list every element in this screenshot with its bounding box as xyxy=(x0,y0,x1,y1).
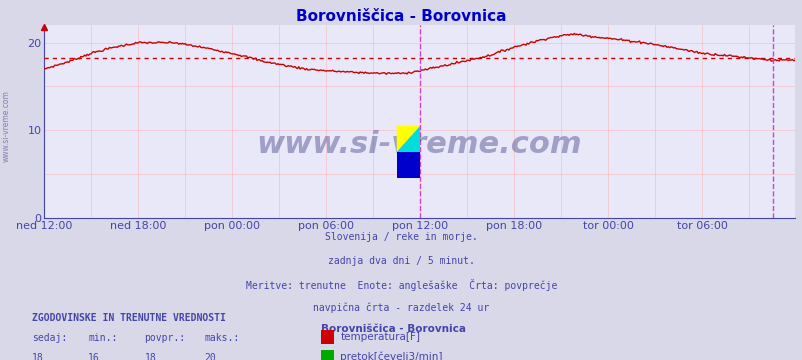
Polygon shape xyxy=(396,126,419,152)
Text: Slovenija / reke in morje.: Slovenija / reke in morje. xyxy=(325,232,477,242)
Text: 16: 16 xyxy=(88,353,100,360)
Text: www.si-vreme.com: www.si-vreme.com xyxy=(257,130,581,159)
Text: ZGODOVINSKE IN TRENUTNE VREDNOSTI: ZGODOVINSKE IN TRENUTNE VREDNOSTI xyxy=(32,313,225,323)
Text: maks.:: maks.: xyxy=(205,333,240,343)
Text: 20: 20 xyxy=(205,353,217,360)
Text: temperatura[F]: temperatura[F] xyxy=(340,332,420,342)
Text: sedaj:: sedaj: xyxy=(32,333,67,343)
Text: povpr.:: povpr.: xyxy=(144,333,185,343)
Text: Borovniščica - Borovnica: Borovniščica - Borovnica xyxy=(321,324,466,334)
Polygon shape xyxy=(396,152,419,179)
Text: Borovniščica - Borovnica: Borovniščica - Borovnica xyxy=(296,9,506,24)
Text: zadnja dva dni / 5 minut.: zadnja dva dni / 5 minut. xyxy=(328,256,474,266)
Text: www.si-vreme.com: www.si-vreme.com xyxy=(2,90,11,162)
Text: 18: 18 xyxy=(144,353,156,360)
Text: min.:: min.: xyxy=(88,333,118,343)
Text: pretok[čevelj3/min]: pretok[čevelj3/min] xyxy=(340,351,443,360)
Text: Meritve: trenutne  Enote: anglešaške  Črta: povprečje: Meritve: trenutne Enote: anglešaške Črta… xyxy=(245,279,557,291)
Text: 18: 18 xyxy=(32,353,44,360)
Text: navpična črta - razdelek 24 ur: navpična črta - razdelek 24 ur xyxy=(313,302,489,313)
Polygon shape xyxy=(396,126,419,152)
